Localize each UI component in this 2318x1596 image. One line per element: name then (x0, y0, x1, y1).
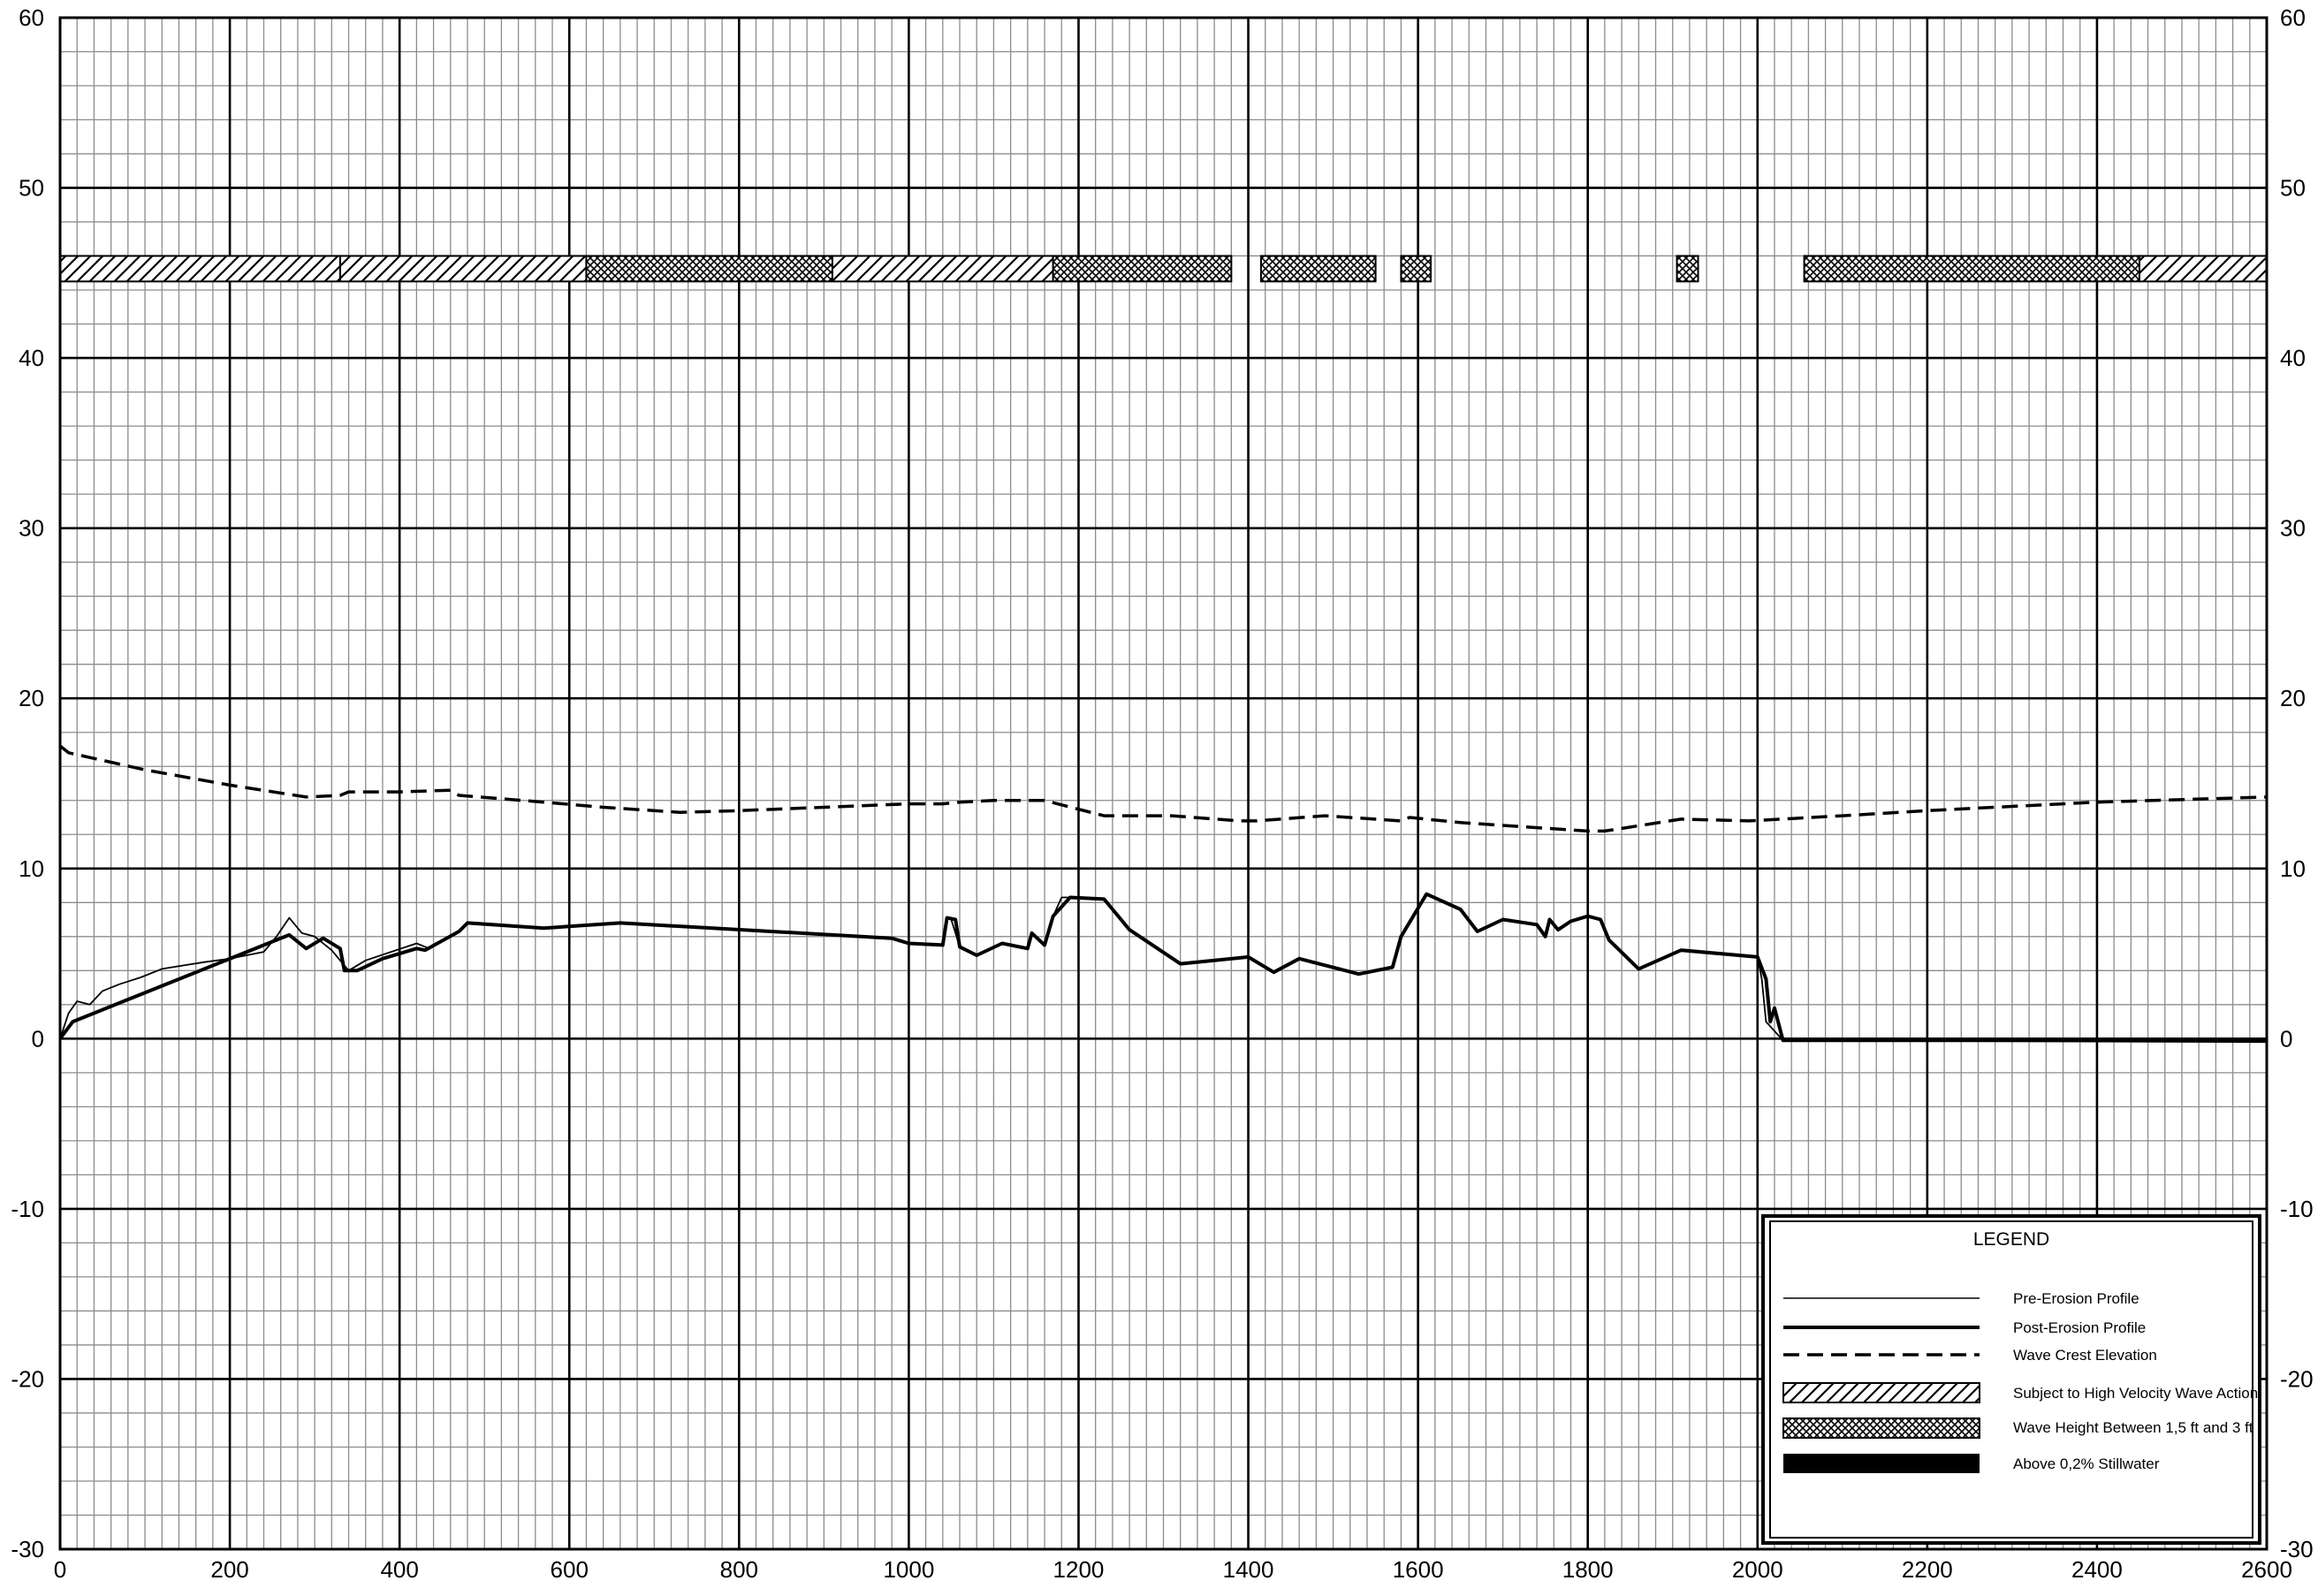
legend-swatch-wave-height (1782, 1417, 1980, 1439)
x-tick-label: 2000 (1732, 1556, 1783, 1583)
y-tick-label-right: -30 (2280, 1536, 2314, 1562)
y-tick-label-right: 20 (2280, 685, 2306, 711)
x-tick-label: 1200 (1053, 1556, 1105, 1583)
y-tick-label-right: 50 (2280, 175, 2306, 201)
legend-frame-inner (1769, 1220, 2253, 1539)
legend-swatch-high-velocity (1782, 1382, 1980, 1403)
legend-label-stillwater: Above 0,2% Stillwater (2013, 1455, 2160, 1472)
y-tick-label-left: 40 (19, 345, 44, 371)
y-tick-label-left: 60 (19, 4, 44, 31)
x-tick-label: 0 (54, 1556, 66, 1583)
zone-band-high-velocity (2138, 255, 2269, 283)
grid (58, 16, 2269, 1551)
legend-label-high-velocity: Subject to High Velocity Wave Action (2013, 1385, 2258, 1402)
y-tick-label-left: 10 (19, 855, 44, 882)
zone-band-wave-height-1-5-to-3 (585, 255, 833, 283)
y-tick-label-left: -20 (11, 1365, 44, 1392)
y-tick-label-left: 0 (32, 1025, 44, 1052)
legend-label-post-erosion: Post-Erosion Profile (2013, 1319, 2146, 1336)
y-tick-label-left: 30 (19, 515, 44, 542)
y-tick-label-right: 0 (2280, 1025, 2292, 1052)
y-tick-label-right: 60 (2280, 4, 2306, 31)
plot-frame (58, 16, 2269, 1551)
x-tick-label: 2600 (2241, 1556, 2292, 1583)
y-tick-label-right: -10 (2280, 1196, 2314, 1222)
y-tick-label-left: -10 (11, 1196, 44, 1222)
zone-band-high-velocity (59, 255, 341, 283)
zone-bands (59, 255, 2269, 283)
legend-label-wave-crest: Wave Crest Elevation (2013, 1347, 2157, 1364)
y-tick-label-right: 30 (2280, 515, 2306, 542)
tick-labels: 0 200 400 600 800 1000 1200 1400 1600 1800 2000 220… (11, 4, 2313, 1583)
series-layer (58, 744, 2268, 1044)
x-tick-label: 600 (551, 1556, 589, 1583)
zone-band-wave-height-1-5-to-3 (1052, 255, 1233, 283)
y-tick-label-right: 10 (2280, 855, 2306, 882)
x-tick-label: 1400 (1223, 1556, 1274, 1583)
legend: LEGEND Pre-Erosion Profile Post-Erosion … (1761, 1214, 2261, 1545)
zone-band-wave-height-1-5-to-3 (1803, 255, 2140, 283)
legend-frame-outer (1761, 1214, 2261, 1545)
x-tick-label: 1800 (1562, 1556, 1614, 1583)
x-tick-label: 2200 (1902, 1556, 1953, 1583)
series-post-erosion-profile (58, 892, 2267, 1043)
legend-swatch-stillwater (1783, 1454, 1980, 1473)
y-tick-label-right: 40 (2280, 345, 2306, 371)
y-tick-label-left: 20 (19, 685, 44, 711)
x-tick-label: 1600 (1393, 1556, 1444, 1583)
x-tick-label: 800 (720, 1556, 758, 1583)
y-tick-label-right: -20 (2280, 1365, 2314, 1392)
zone-band-wave-height-1-5-to-3 (1400, 255, 1433, 283)
x-tick-label: 200 (210, 1556, 248, 1583)
legend-label-pre-erosion: Pre-Erosion Profile (2013, 1290, 2139, 1307)
zone-band-high-velocity (831, 255, 1054, 283)
zone-band-high-velocity (338, 255, 588, 283)
x-tick-label: 400 (380, 1556, 418, 1583)
zone-band-wave-height-1-5-to-3 (1676, 255, 1699, 283)
y-tick-label-left: 50 (19, 175, 44, 201)
plot-border (58, 16, 2269, 1551)
x-tick-label: 1000 (883, 1556, 934, 1583)
legend-title: LEGEND (1973, 1229, 2049, 1250)
x-tick-label: 2400 (2071, 1556, 2123, 1583)
zone-band-wave-height-1-5-to-3 (1259, 255, 1377, 283)
y-tick-label-left: -30 (11, 1536, 44, 1562)
series-wave-crest-elevation (58, 744, 2268, 833)
legend-label-wave-height: Wave Height Between 1,5 ft and 3 ft (2013, 1419, 2253, 1436)
